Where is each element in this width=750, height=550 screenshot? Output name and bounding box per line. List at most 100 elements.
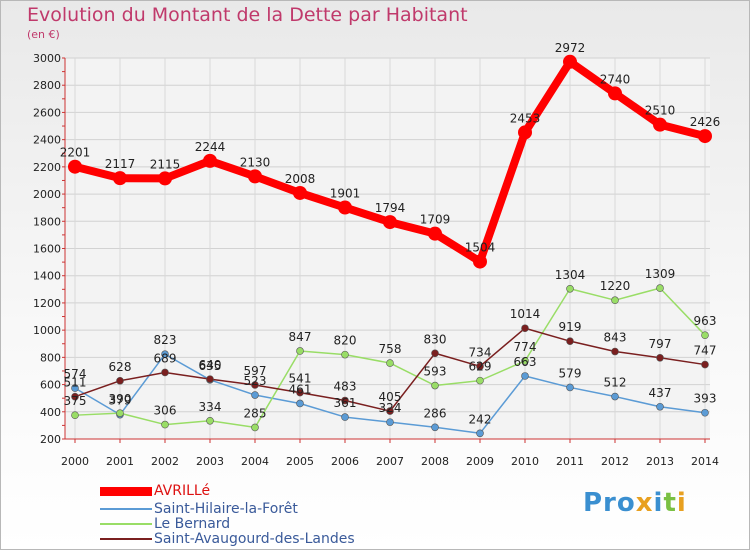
x-tick-label: 2013	[646, 455, 674, 468]
data-label: 379	[109, 394, 132, 408]
data-label: 843	[604, 331, 627, 345]
data-point	[296, 399, 304, 408]
data-point	[71, 384, 79, 392]
data-label: 1220	[600, 279, 631, 293]
data-label: 306	[154, 404, 177, 418]
data-point	[116, 376, 124, 385]
x-tick-label: 2007	[376, 455, 404, 468]
data-label: 242	[469, 412, 492, 426]
data-label: 286	[424, 406, 447, 420]
data-label: 830	[424, 332, 447, 346]
legend-label: Le Bernard	[154, 516, 231, 532]
data-point	[161, 368, 169, 377]
y-tick-label: 200	[40, 433, 61, 446]
chart-title: Evolution du Montant de la Dette par Hab…	[27, 4, 468, 26]
data-label: 758	[379, 342, 402, 356]
data-label: 1304	[555, 268, 586, 282]
legend-label: AVRILLé	[154, 483, 211, 499]
data-label: 334	[199, 400, 222, 414]
data-point	[341, 413, 349, 421]
y-tick-label: 1600	[33, 243, 61, 256]
data-point	[701, 360, 709, 369]
data-label: 593	[424, 365, 447, 379]
data-label: 734	[469, 345, 492, 359]
data-point	[476, 362, 484, 371]
data-label: 774	[514, 340, 537, 354]
data-label: 597	[244, 364, 267, 378]
data-label: 820	[334, 334, 357, 348]
data-point	[71, 392, 79, 401]
y-tick-label: 600	[40, 379, 61, 392]
data-label: 689	[154, 351, 177, 365]
y-tick-label: 1800	[33, 215, 61, 228]
data-label: 919	[559, 320, 582, 334]
data-point	[341, 396, 349, 405]
y-tick-label: 2400	[33, 134, 61, 147]
data-point	[656, 353, 664, 362]
data-point	[521, 324, 529, 333]
data-label: 512	[604, 376, 627, 390]
data-label: 628	[109, 360, 132, 374]
legend-label: Saint-Hilaire-la-Forêt	[154, 501, 298, 517]
data-label: 663	[514, 355, 537, 369]
data-label: 2201	[60, 146, 91, 160]
legend-swatch	[100, 523, 152, 525]
data-label: 461	[289, 382, 312, 396]
data-point	[701, 408, 709, 417]
data-point	[161, 350, 169, 359]
data-point	[566, 337, 574, 345]
data-point	[158, 171, 172, 186]
data-label: 2453	[510, 111, 541, 125]
data-label: 629	[469, 360, 492, 374]
data-point	[206, 375, 214, 383]
unit-label: (en €)	[27, 28, 60, 41]
data-label: 2130	[240, 155, 271, 169]
x-tick-label: 2004	[241, 455, 269, 468]
data-point	[296, 388, 304, 397]
data-point	[386, 359, 394, 367]
data-point	[698, 129, 712, 144]
data-label: 574	[64, 367, 87, 381]
data-label: 541	[289, 372, 312, 386]
data-point	[608, 86, 622, 101]
data-point	[248, 169, 262, 184]
data-label: 361	[334, 396, 357, 410]
data-point	[161, 420, 169, 429]
x-tick-label: 2005	[286, 455, 314, 468]
data-label: 2117	[105, 157, 136, 171]
data-label: 511	[64, 376, 87, 390]
data-label: 1309	[645, 267, 676, 281]
data-label: 2244	[195, 140, 226, 154]
data-label: 437	[649, 386, 672, 400]
data-label: 375	[64, 394, 87, 408]
data-label: 523	[244, 374, 267, 388]
y-tick-label: 2000	[33, 188, 61, 201]
data-point	[251, 381, 259, 389]
x-tick-label: 2006	[331, 455, 359, 468]
data-label: 640	[199, 358, 222, 372]
data-point	[293, 185, 307, 200]
data-point	[386, 418, 394, 426]
data-label: 2972	[555, 41, 586, 55]
data-point	[611, 392, 619, 401]
data-label: 405	[379, 390, 402, 404]
x-tick-label: 2014	[691, 455, 719, 468]
data-label: 635	[199, 359, 222, 373]
data-label: 1901	[330, 187, 361, 201]
data-point	[566, 383, 574, 392]
data-point	[251, 423, 259, 432]
data-point	[653, 117, 667, 132]
data-point	[656, 402, 664, 411]
data-point	[611, 296, 619, 305]
data-label: 2008	[285, 172, 316, 186]
data-point	[338, 200, 352, 215]
x-tick-label: 2009	[466, 455, 494, 468]
data-point	[476, 376, 484, 385]
y-tick-label: 1000	[33, 324, 61, 337]
data-point	[656, 284, 664, 292]
y-tick-label: 3000	[33, 52, 61, 65]
legend-label: Saint-Avaugourd-des-Landes	[154, 531, 355, 547]
data-point	[431, 349, 439, 358]
data-point	[518, 125, 532, 140]
data-label: 579	[559, 366, 582, 380]
